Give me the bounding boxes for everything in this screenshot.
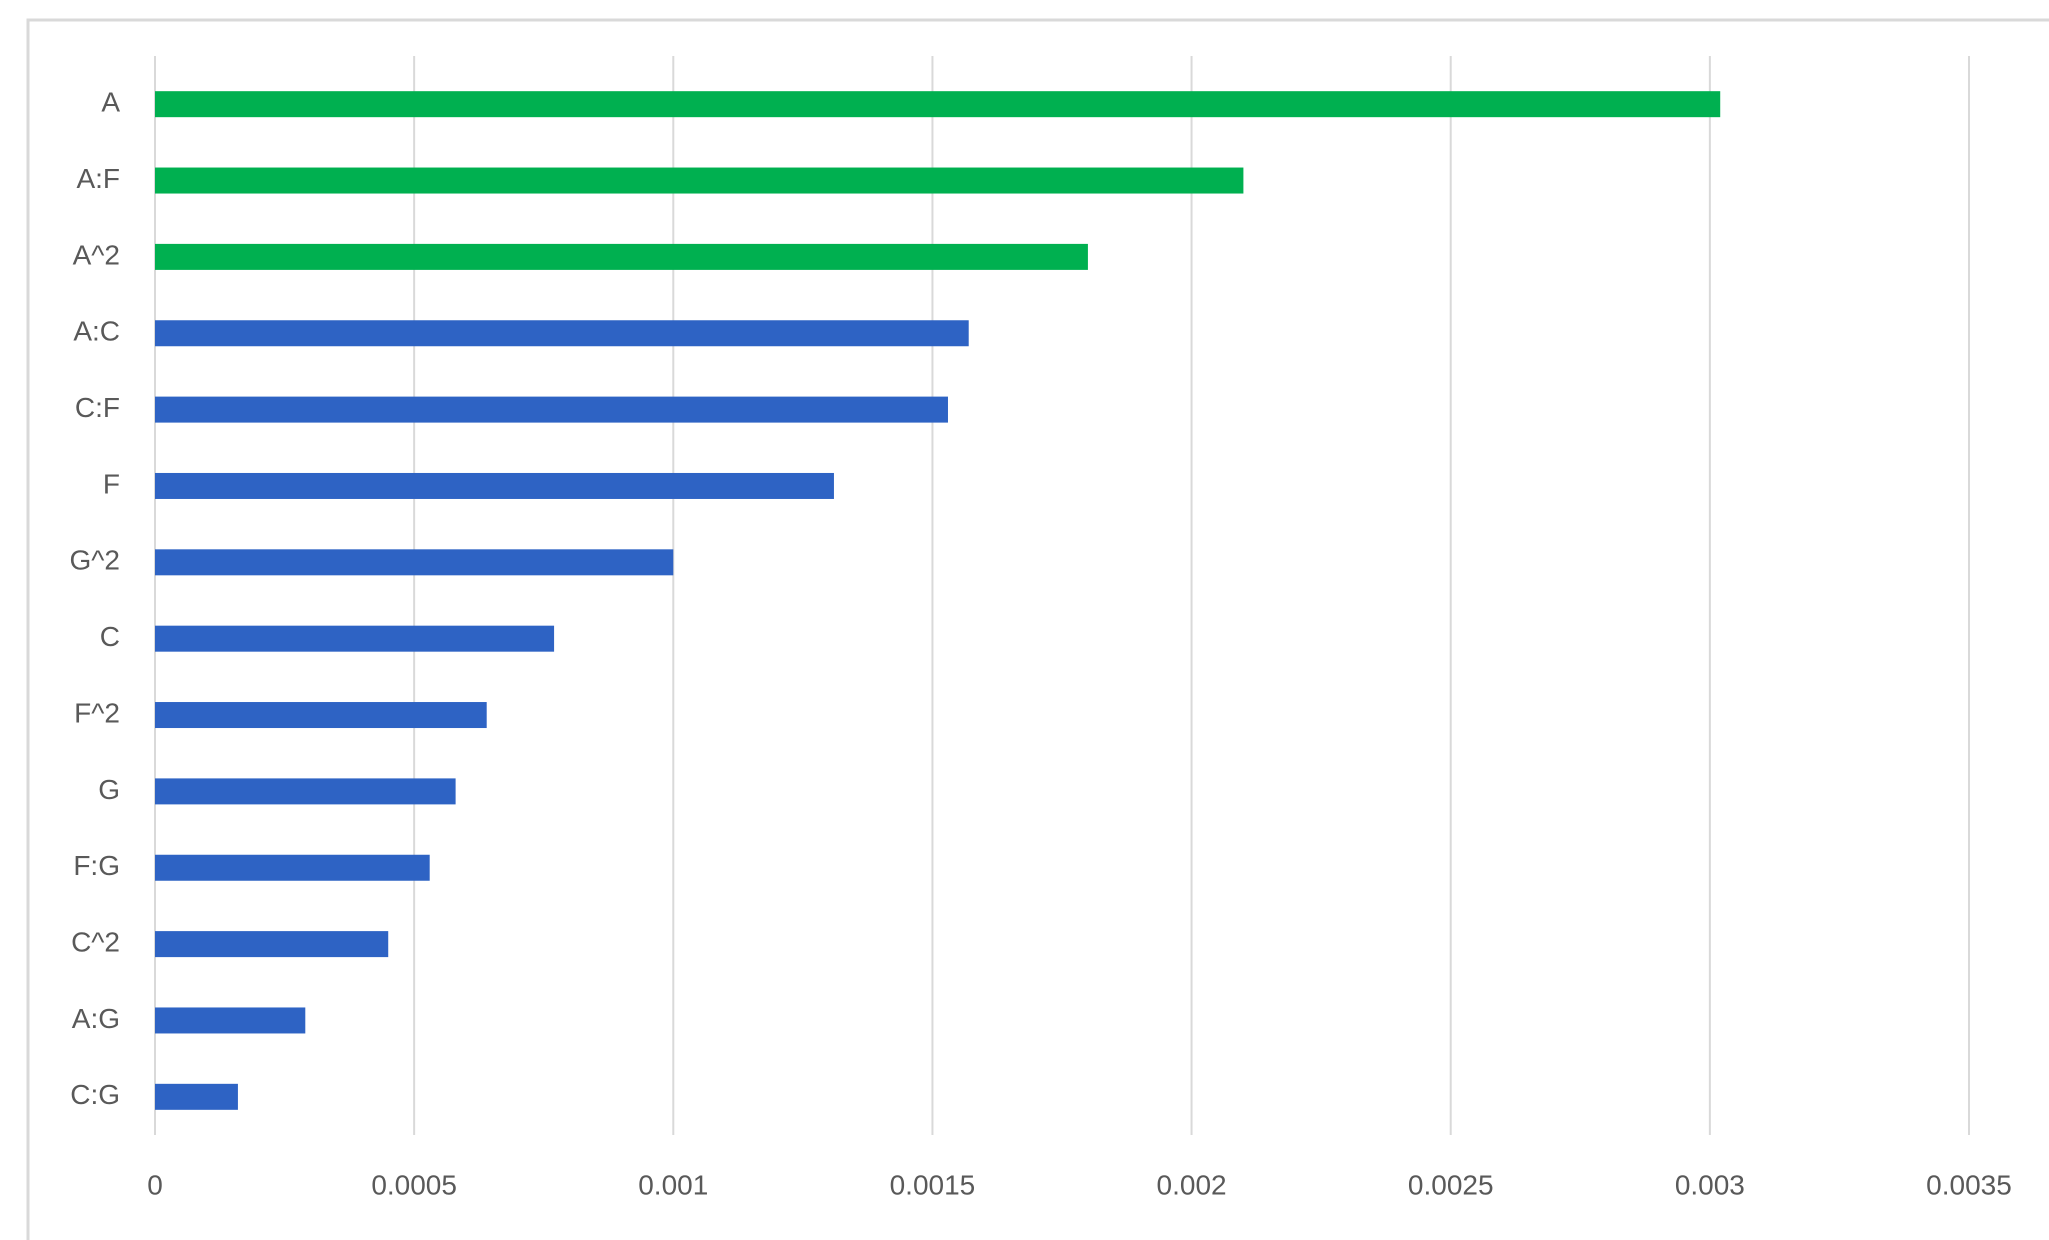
- y-tick-label: A:F: [76, 163, 120, 194]
- x-tick-label: 0: [147, 1169, 163, 1200]
- x-tick-label: 0.0025: [1408, 1169, 1494, 1200]
- y-tick-label: C^2: [71, 926, 120, 957]
- y-tick-label: F^2: [74, 697, 120, 728]
- x-tick-label: 0.0035: [1926, 1169, 2012, 1200]
- bar: [155, 91, 1721, 118]
- bar: [155, 854, 430, 881]
- bar: [155, 1007, 306, 1034]
- y-tick-label: A:C: [73, 316, 120, 347]
- bar: [155, 243, 1088, 270]
- bar: [155, 167, 1244, 194]
- bar: [155, 320, 969, 347]
- bar: [155, 549, 674, 576]
- bar: [155, 702, 487, 729]
- x-tick-label: 0.0005: [371, 1169, 457, 1200]
- x-tick-label: 0.001: [638, 1169, 708, 1200]
- y-tick-label: A:G: [72, 1003, 120, 1034]
- x-tick-label: 0.002: [1157, 1169, 1227, 1200]
- y-tick-label: A: [101, 87, 120, 118]
- y-tick-label: C:F: [75, 392, 120, 423]
- bar: [155, 625, 555, 652]
- y-tick-label: A^2: [73, 239, 120, 270]
- chart-frame: [26, 18, 2049, 1240]
- y-tick-label: F: [103, 468, 120, 499]
- bar: [155, 472, 834, 499]
- y-tick-label: G: [98, 774, 120, 805]
- x-tick-label: 0.0015: [890, 1169, 976, 1200]
- y-tick-label: G^2: [70, 545, 121, 576]
- y-tick-label: C: [100, 621, 120, 652]
- bar: [155, 931, 389, 958]
- x-tick-label: 0.003: [1675, 1169, 1745, 1200]
- y-tick-label: C:G: [70, 1079, 120, 1110]
- bar: [155, 396, 948, 423]
- bar: [155, 778, 456, 805]
- bar: [155, 1083, 238, 1110]
- y-tick-label: F:G: [73, 850, 120, 881]
